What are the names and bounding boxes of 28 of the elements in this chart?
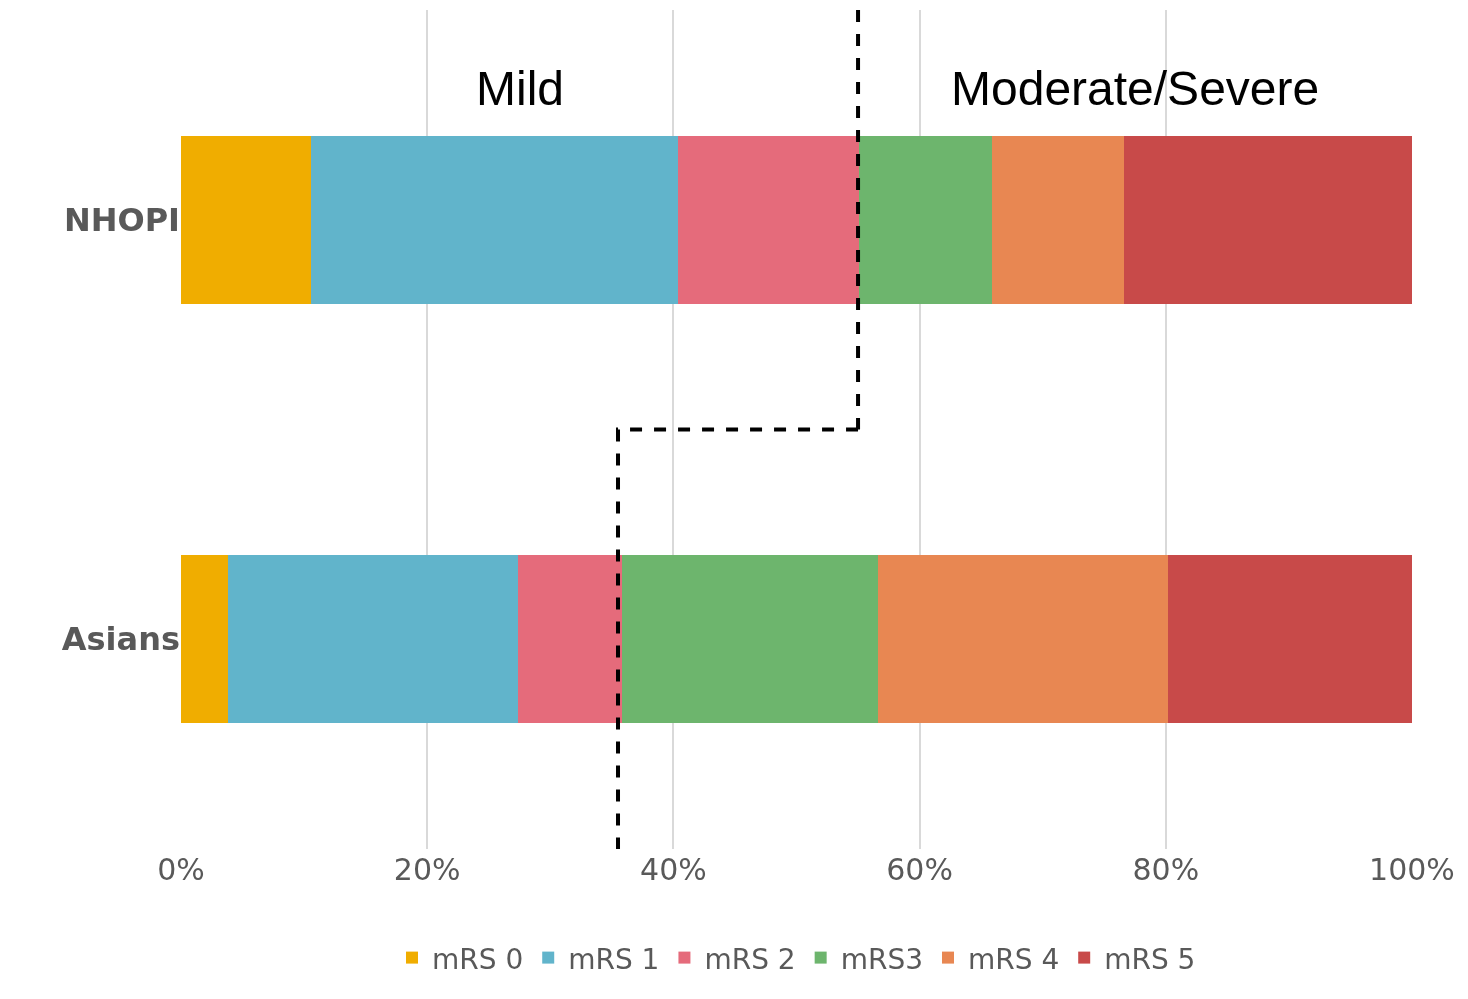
legend-label: mRS 0 — [432, 942, 524, 976]
x-tick-label: 20% — [393, 852, 461, 887]
bar — [1168, 555, 1412, 724]
x-tick-label: 0% — [157, 852, 205, 887]
bar — [992, 135, 1124, 304]
bar — [678, 135, 860, 304]
bar — [181, 135, 312, 304]
annotation: Mild — [476, 62, 565, 115]
x-tick-label: 80% — [1132, 852, 1200, 887]
bar — [859, 135, 993, 304]
x-tick-label: 40% — [640, 852, 707, 887]
bar — [877, 555, 1169, 724]
x-tick-label: 60% — [886, 852, 953, 887]
y-tick-label: NHOPI — [63, 200, 180, 239]
bar — [1123, 135, 1412, 304]
bar — [227, 555, 519, 724]
bar — [181, 555, 228, 724]
legend-label: mRS 2 — [704, 942, 796, 976]
annotation: Moderate/Severe — [951, 62, 1320, 115]
legend-label: mRS3 — [840, 942, 923, 976]
y-tick-label: Asians — [61, 620, 180, 659]
legend-label: mRS 4 — [967, 942, 1060, 976]
bar — [311, 135, 679, 304]
legend-label: mRS 1 — [568, 942, 660, 976]
legend-label: mRS 5 — [1104, 942, 1196, 976]
x-tick-label: 100% — [1369, 852, 1455, 887]
bar — [518, 555, 622, 724]
bar — [621, 555, 878, 724]
